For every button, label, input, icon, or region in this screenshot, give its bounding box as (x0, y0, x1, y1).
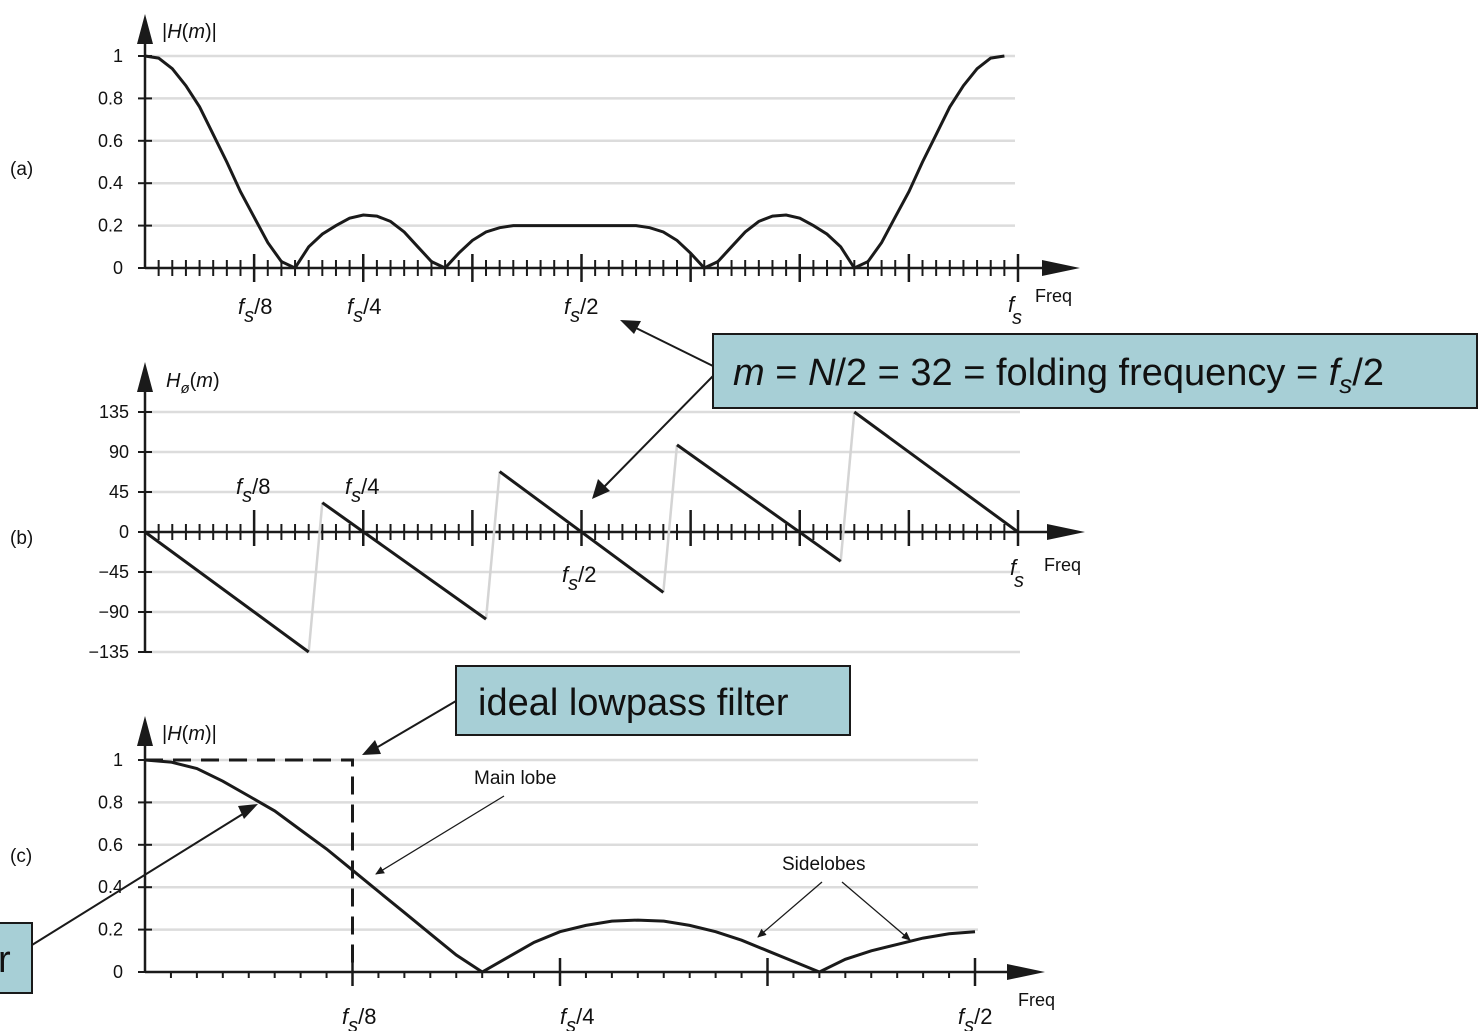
panel-b-ytick-label: −45 (98, 562, 129, 582)
panel-a-y-ticks: 0 0.2 0.4 0.6 0.8 1 (98, 46, 152, 278)
panel-c-y-axis-arrowhead (137, 716, 153, 746)
panel-c-ytick-label: 0.6 (98, 835, 123, 855)
panel-b-xtick-fs8: fs/8 (236, 474, 270, 507)
panel-b-phase-jumps (307, 411, 856, 653)
panel-b-label: (b) (10, 528, 33, 549)
panel-b-y-ticks: 135 90 45 0 −45 −90 −135 (88, 402, 152, 662)
folding-arrowhead-a (620, 320, 641, 334)
panel-b-ytick-label: −135 (88, 642, 129, 662)
panel-b-phase-segment (853, 410, 1019, 534)
partial-callout-arrow (31, 811, 247, 946)
panel-c-label: (c) (10, 846, 32, 867)
panel-b-phase-jump (484, 471, 501, 620)
sidelobes-leader-right (841, 881, 911, 941)
partial-callout-text: r (0, 939, 11, 981)
panel-a-ytick-label: 0.4 (98, 173, 123, 193)
panel-a-y-axis-arrowhead (137, 14, 153, 44)
panel-a-magnitude-curve (144, 54, 1005, 270)
panel-b-ytick-label: 90 (109, 442, 129, 462)
panel-a-xtick-fs8: fs/8 (238, 294, 272, 327)
panel-c-xtick-fs2: fs/2 (958, 1004, 992, 1031)
panel-b: 135 90 45 0 −45 −90 −135 Hø(m) (b) Freq fs/8 f… (10, 362, 1085, 662)
folding-frequency-callout-box (712, 333, 1478, 409)
panel-a-x-axis-arrowhead (1042, 260, 1080, 276)
panel-c-ytick-label: 0.4 (98, 877, 123, 897)
panel-a-xtick-fs2: fs/2 (564, 294, 598, 327)
panel-c-x-axis-arrowhead (1007, 964, 1045, 980)
panel-b-ytick-label: 0 (119, 522, 129, 542)
panel-c-ytick-label: 0.2 (98, 920, 123, 940)
panel-b-ytick-label: −90 (98, 602, 129, 622)
panel-b-xtick-fs2: fs/2 (562, 562, 596, 595)
folding-frequency-callout-text: m = N/2 = 32 = folding frequency = fs/2 (733, 352, 1384, 399)
panel-a-ytick-label: 0.6 (98, 131, 123, 151)
panel-c-gridlines (145, 758, 978, 931)
partial-callout-arrowhead (238, 804, 258, 819)
panel-b-y-axis-title: Hø(m) (166, 370, 220, 397)
folding-arrow-to-panel-a (635, 327, 714, 367)
main-lobe-annotation: Main lobe (474, 768, 556, 789)
panel-a-gridlines (145, 54, 1015, 227)
panel-a-ytick-label: 0.2 (98, 216, 123, 236)
panel-b-x-ticks (157, 510, 1020, 546)
sidelobes-leader-left (757, 881, 823, 938)
panel-b-x-axis-arrowhead (1047, 524, 1085, 540)
panel-b-phase-segment (676, 443, 842, 563)
panel-c-ytick-label: 0 (113, 962, 123, 982)
panel-c-magnitude-curve (144, 758, 976, 974)
panel-b-y-axis-arrowhead (137, 362, 153, 392)
ideal-lowpass-arrow (375, 700, 457, 749)
panel-b-phase-jump (662, 444, 679, 593)
ideal-lowpass-callout-text: ideal lowpass filter (478, 682, 789, 724)
main-lobe-leader (375, 795, 505, 875)
panel-a-xtick-fs4: fs/4 (347, 294, 381, 327)
folding-arrow-to-panel-b (603, 375, 714, 488)
sidelobes-annotation: Sidelobes (782, 854, 865, 875)
panel-a-label: (a) (10, 159, 33, 180)
panel-b-phase-segment (498, 470, 665, 594)
ideal-lowpass-callout: ideal lowpass filter (362, 665, 851, 755)
panel-c-xtick-fs8: fs/8 (342, 1004, 376, 1031)
folding-arrowhead-b (592, 479, 610, 499)
panel-c-xtick-fs4: fs/4 (560, 1004, 594, 1031)
folding-frequency-callout: m = N/2 = 32 = folding frequency = fs/2 (592, 320, 1478, 499)
ideal-lowpass-callout-box (455, 665, 851, 736)
panel-b-phase-jump (839, 411, 856, 562)
panel-a-ytick-label: 0.8 (98, 88, 123, 108)
panel-b-phase-jump (307, 502, 324, 653)
panel-a-ytick-label: 0 (113, 258, 123, 278)
panel-b-xtick-fs4: fs/4 (345, 474, 379, 507)
panel-b-phase-segments (144, 410, 1019, 654)
panel-b-phase-segment (144, 530, 310, 654)
panel-c: 0 0.2 0.4 0.6 0.8 1 |H(m)| (c) Freq fs/8 fs/4… (10, 716, 1055, 1031)
panel-c-ytick-label: 0.8 (98, 792, 123, 812)
partial-callout-box (0, 922, 33, 994)
partial-callout: r (0, 804, 258, 994)
panel-a-x-axis-title: Freq (1035, 286, 1072, 306)
panel-c-ideal-lowpass-dashed (145, 758, 354, 972)
ideal-lowpass-arrowhead (362, 740, 381, 755)
panel-c-ytick-label: 1 (113, 750, 123, 770)
panel-b-phase-segment (321, 501, 487, 621)
panel-b-gridlines (145, 410, 1020, 654)
panel-a: 0 0.2 0.4 0.6 0.8 1 |H(m)| (a) Freq fs/8 fs/4… (10, 14, 1080, 329)
panel-b-x-axis-title: Freq (1044, 555, 1081, 575)
panel-c-x-axis-title: Freq (1018, 990, 1055, 1010)
panel-a-y-axis-title: |H(m)| (162, 21, 217, 43)
panel-b-ytick-label: 135 (99, 402, 129, 422)
panel-b-ytick-label: 45 (109, 482, 129, 502)
panel-a-ytick-label: 1 (113, 46, 123, 66)
panel-c-y-axis-title: |H(m)| (162, 723, 217, 745)
